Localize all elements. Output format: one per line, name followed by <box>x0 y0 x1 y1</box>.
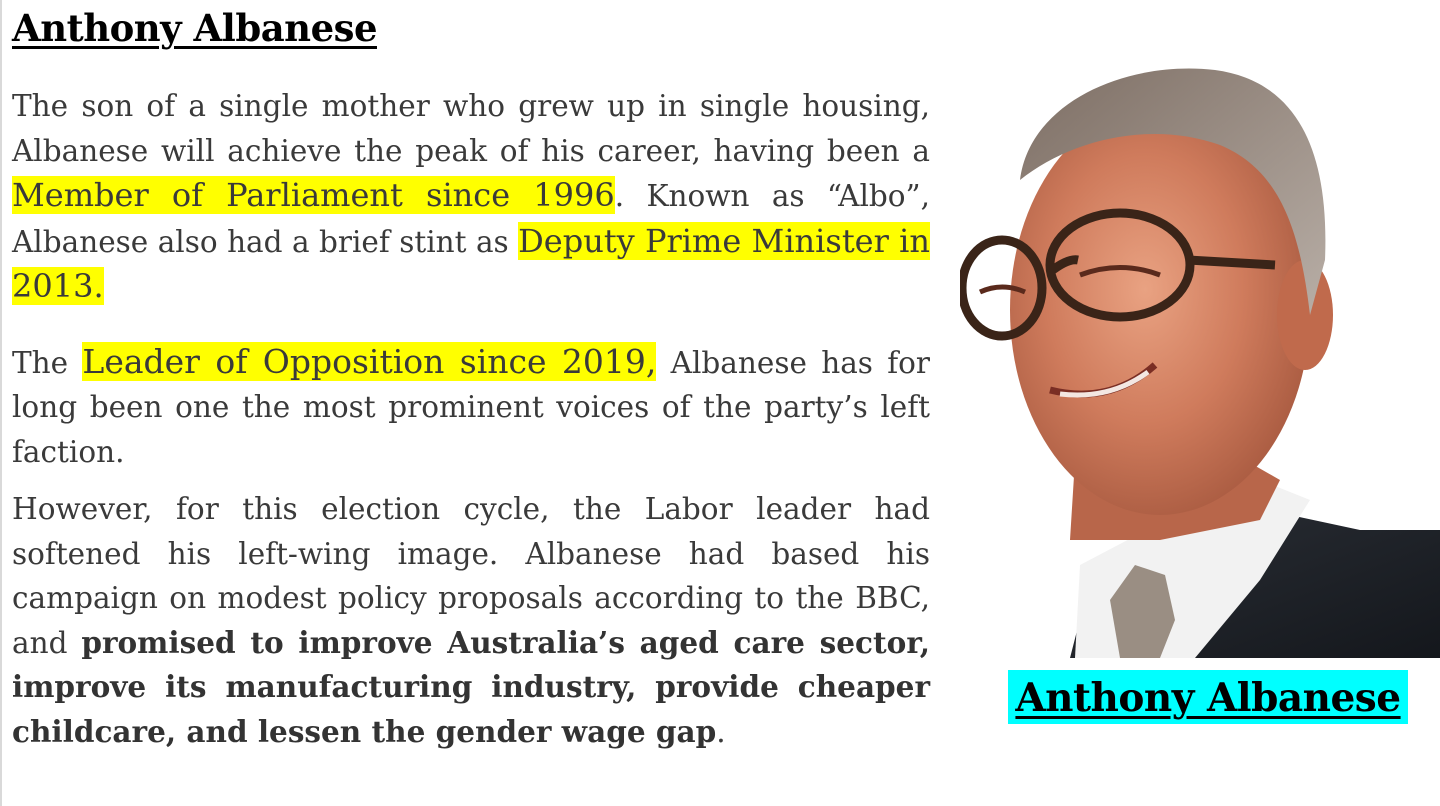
paragraph-3: However, for this election cycle, the La… <box>12 487 930 754</box>
page-left-border <box>0 0 2 806</box>
photo-caption: Anthony Albanese <box>1008 670 1408 724</box>
paragraph-2-text-a: The <box>12 345 83 380</box>
paragraph-1-text-b: . Known as “Albo”, Albanese also had a b… <box>12 179 931 259</box>
highlight-leader-of-opposition: Leader of Opposition since 2019, <box>82 341 657 381</box>
highlight-member-of-parliament: Member of Parliament since 1996 <box>12 176 615 214</box>
paragraph-1-text-a: The son of a single mother who grew up i… <box>12 89 930 168</box>
paragraph-2: The Leader of Opposition since 2019, Alb… <box>12 340 930 475</box>
paragraph-3-bold-promises: promised to improve Australia’s aged car… <box>12 624 930 749</box>
paragraph-3-text-b: . <box>716 714 726 749</box>
article-body: The son of a single mother who grew up i… <box>12 84 930 754</box>
paragraph-3-text-a: However, for this election cycle, the La… <box>12 492 930 660</box>
paragraph-2-text-b: Albanese has for long been one the most … <box>12 345 930 469</box>
portrait-photo <box>960 60 1440 658</box>
document-title: Anthony Albanese <box>12 6 377 50</box>
paragraph-1: The son of a single mother who grew up i… <box>12 84 930 310</box>
